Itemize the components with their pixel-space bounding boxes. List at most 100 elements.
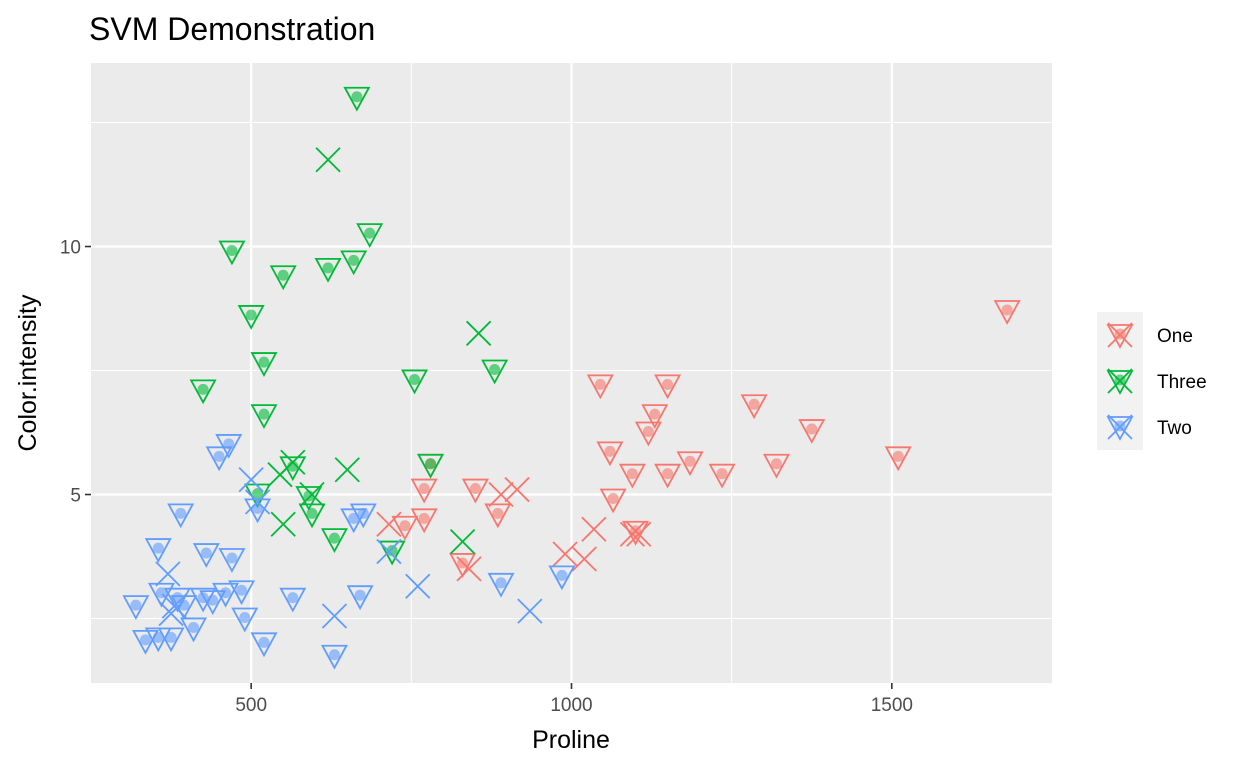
- support-vector-triangle: [250, 352, 278, 377]
- support-vector-triangle: [378, 540, 406, 566]
- data-point-cross: [270, 511, 296, 537]
- support-vector-dot: [806, 423, 818, 435]
- support-vector-dot: [409, 373, 421, 385]
- support-vector-dot: [351, 91, 363, 103]
- support-vector-triangle: [122, 595, 150, 620]
- support-vector-dot: [258, 408, 270, 420]
- support-vector-dot: [197, 383, 209, 395]
- support-vector-triangle: [798, 419, 826, 444]
- support-vector-dot: [220, 587, 232, 599]
- support-vector-dot: [245, 309, 257, 321]
- support-vector-triangle: [586, 374, 614, 400]
- support-vector-dot: [130, 599, 142, 611]
- data-point-cross: [321, 603, 348, 629]
- support-vector-triangle: [484, 503, 512, 529]
- support-vector-triangle: [298, 503, 326, 529]
- series-two: [122, 434, 576, 670]
- support-vector-dot: [139, 634, 151, 646]
- legend-item-three: Three: [1097, 358, 1207, 404]
- support-vector-triangle: [391, 515, 419, 541]
- support-vector-triangle: [481, 359, 509, 385]
- data-point-cross: [315, 147, 341, 173]
- support-vector-dot: [236, 584, 248, 596]
- support-vector-dot: [258, 356, 270, 368]
- support-vector-triangle: [618, 463, 646, 489]
- data-point-cross: [334, 457, 360, 483]
- support-vector-dot: [495, 577, 507, 589]
- support-vector-triangle: [192, 543, 220, 568]
- support-vector-dot: [489, 364, 501, 376]
- support-vector-triangle: [449, 553, 477, 578]
- support-vector-dot: [152, 542, 164, 554]
- series-one: [376, 300, 1021, 582]
- support-vector-dot: [322, 262, 334, 274]
- support-vector-triangle: [417, 453, 445, 479]
- support-vector-dot: [418, 483, 430, 495]
- data-point-cross: [155, 561, 181, 587]
- support-vector-triangle: [167, 503, 195, 529]
- x-tick-label: 1000: [550, 695, 592, 716]
- support-vector-triangle: [269, 265, 297, 291]
- data-point-cross: [465, 320, 492, 346]
- support-vector-dot: [354, 589, 366, 601]
- data-point-cross: [571, 546, 597, 572]
- support-vector-dot: [425, 458, 437, 470]
- data-point-cross: [238, 467, 264, 493]
- support-vector-triangle: [410, 508, 438, 534]
- support-vector-dot: [626, 468, 638, 480]
- support-vector-triangle: [228, 580, 256, 606]
- support-vector-dot: [649, 408, 661, 420]
- support-vector-dot: [556, 569, 568, 581]
- support-vector-dot: [594, 378, 606, 390]
- legend-dot-icon: [1114, 420, 1126, 432]
- support-vector-dot: [642, 426, 654, 438]
- y-axis-title: Color.intensity: [14, 294, 42, 452]
- support-vector-dot: [348, 254, 360, 266]
- support-vector-triangle: [762, 453, 791, 479]
- support-vector-triangle: [622, 520, 650, 546]
- support-vector-triangle: [250, 404, 278, 430]
- support-vector-triangle: [320, 528, 348, 554]
- support-vector-dot: [684, 455, 696, 467]
- support-vector-triangle: [199, 590, 227, 616]
- support-vector-dot: [492, 507, 504, 519]
- support-vector-dot: [604, 445, 616, 457]
- chart-title: SVM Demonstration: [89, 11, 375, 47]
- support-vector-dot: [226, 244, 238, 256]
- data-point-cross: [517, 598, 543, 624]
- support-vector-dot: [207, 594, 219, 606]
- support-vector-dot: [607, 492, 619, 504]
- support-vector-triangle: [708, 463, 736, 489]
- support-vector-dot: [418, 512, 430, 524]
- support-vector-dot: [239, 612, 251, 624]
- support-vector-dot: [457, 557, 469, 569]
- support-vector-triangle: [993, 300, 1021, 325]
- support-vector-dot: [328, 532, 340, 544]
- support-vector-dot: [399, 520, 411, 532]
- support-vector-triangle: [487, 572, 515, 598]
- support-vector-triangle: [599, 488, 627, 514]
- support-vector-triangle: [157, 627, 185, 653]
- support-vector-dot: [357, 507, 369, 519]
- support-vector-triangle: [205, 446, 233, 472]
- support-vector-triangle: [237, 305, 265, 330]
- support-vector-dot: [630, 525, 642, 537]
- support-vector-dot: [252, 502, 264, 514]
- y-tick-label: 10: [60, 238, 81, 259]
- legend-item-two: Two: [1097, 404, 1192, 450]
- support-vector-triangle: [548, 565, 576, 591]
- support-vector-triangle: [596, 441, 624, 467]
- support-vector-triangle: [279, 587, 307, 613]
- support-vector-triangle: [244, 498, 272, 524]
- x-axis-title: Proline: [532, 726, 610, 754]
- support-vector-dot: [175, 507, 187, 519]
- support-vector-dot: [277, 269, 289, 281]
- x-tick-label: 1500: [871, 695, 913, 716]
- support-vector-triangle: [654, 374, 682, 400]
- support-vector-triangle: [189, 379, 217, 405]
- support-vector-dot: [892, 450, 904, 462]
- legend-label: Three: [1157, 372, 1207, 393]
- support-vector-triangle: [179, 617, 208, 643]
- support-vector-triangle: [884, 446, 912, 472]
